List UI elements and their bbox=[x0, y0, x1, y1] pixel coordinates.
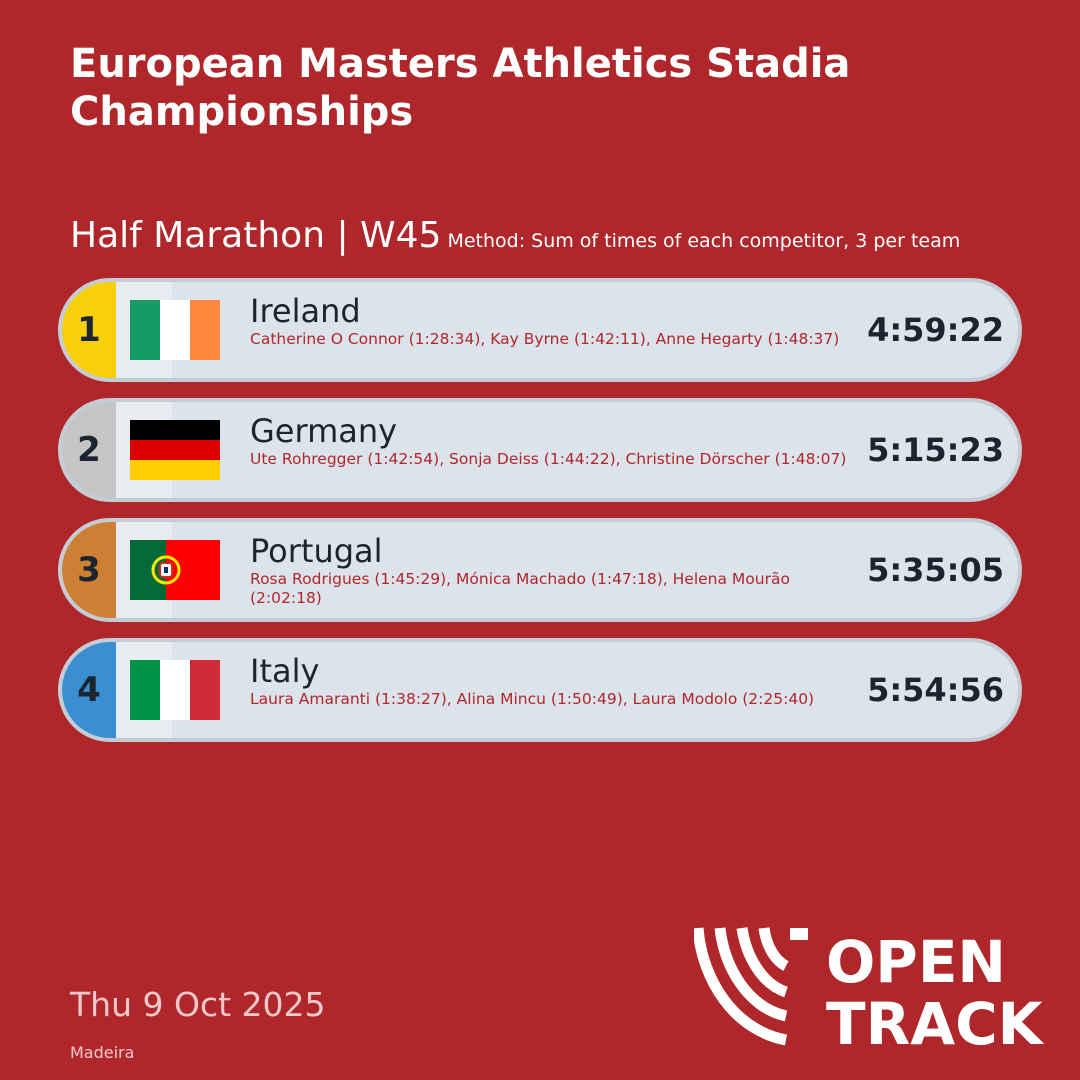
rank-badge: 1 bbox=[62, 282, 116, 378]
rank-badge: 3 bbox=[62, 522, 116, 618]
page-title: European Masters Athletics Stadia Champi… bbox=[70, 41, 851, 135]
event-venue: Madeira bbox=[70, 1043, 135, 1062]
athlete-list: Catherine O Connor (1:28:34), Kay Byrne … bbox=[250, 330, 840, 348]
team-info: Italy Laura Amaranti (1:38:27), Alina Mi… bbox=[250, 652, 860, 709]
team-info: Portugal Rosa Rodrigues (1:45:29), Mónic… bbox=[250, 532, 860, 608]
event-date: Thu 9 Oct 2025 bbox=[70, 985, 326, 1024]
team-info: Germany Ute Rohregger (1:42:54), Sonja D… bbox=[250, 412, 860, 469]
rank-badge: 2 bbox=[62, 402, 116, 498]
scoring-method: Method: Sum of times of each competitor,… bbox=[447, 230, 961, 252]
team-info: Ireland Catherine O Connor (1:28:34), Ka… bbox=[250, 292, 860, 349]
result-row: 1 Ireland Catherine O Connor (1:28:34), … bbox=[58, 278, 1022, 382]
athlete-list: Ute Rohregger (1:42:54), Sonja Deiss (1:… bbox=[250, 450, 847, 468]
germany-flag-icon bbox=[130, 420, 220, 480]
country-name: Germany bbox=[250, 412, 398, 450]
team-time: 5:54:56 bbox=[867, 671, 1004, 709]
portugal-flag-icon bbox=[130, 540, 220, 600]
team-time: 5:15:23 bbox=[867, 431, 1004, 469]
country-name: Portugal bbox=[250, 532, 383, 570]
country-name: Ireland bbox=[250, 292, 361, 330]
ireland-flag-icon bbox=[130, 300, 220, 360]
logo-word-open: OPEN bbox=[826, 928, 1006, 996]
result-row: 3 Portugal Rosa Rodrigues (1:45:29), Món… bbox=[58, 518, 1022, 622]
rank-badge: 4 bbox=[62, 642, 116, 738]
results-list: 1 Ireland Catherine O Connor (1:28:34), … bbox=[58, 278, 1022, 758]
team-time: 5:35:05 bbox=[867, 551, 1004, 589]
italy-flag-icon bbox=[130, 660, 220, 720]
event-header: Half Marathon | W45 Method: Sum of times… bbox=[70, 214, 960, 258]
team-time: 4:59:22 bbox=[867, 311, 1004, 349]
result-row: 2 Germany Ute Rohregger (1:42:54), Sonja… bbox=[58, 398, 1022, 502]
country-name: Italy bbox=[250, 652, 320, 690]
result-row: 4 Italy Laura Amaranti (1:38:27), Alina … bbox=[58, 638, 1022, 742]
opentrack-logo-icon: OPEN TRACK bbox=[694, 927, 1045, 1050]
event-name: Half Marathon | W45 bbox=[70, 215, 442, 256]
athlete-list: Laura Amaranti (1:38:27), Alina Mincu (1… bbox=[250, 690, 815, 708]
athlete-list: Rosa Rodrigues (1:45:29), Mónica Machado… bbox=[250, 570, 790, 607]
logo-word-track: TRACK bbox=[826, 990, 1045, 1050]
